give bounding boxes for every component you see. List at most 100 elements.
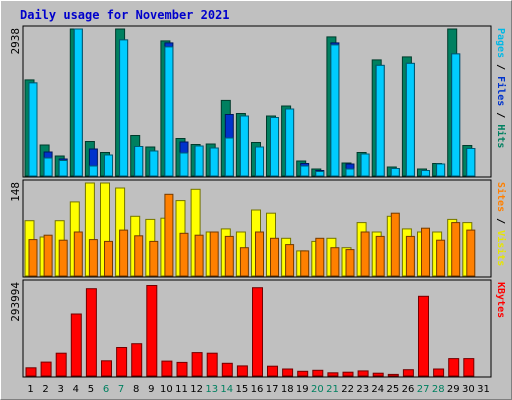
bar-pages (104, 154, 113, 177)
bar-sites (315, 237, 325, 277)
bar-pages (300, 165, 310, 177)
bar-kbytes (252, 287, 263, 377)
panel-axis-label: Pages / Files / Hits (495, 28, 507, 148)
bar-sites (209, 231, 219, 277)
bar-kbytes (40, 361, 52, 377)
bar-kbytes (236, 365, 248, 377)
bar-pages (149, 150, 159, 177)
bar-kbytes (267, 365, 278, 377)
bar-sites (164, 193, 174, 277)
bar-kbytes (70, 313, 82, 377)
bar-sites (134, 235, 144, 277)
bar-kbytes (342, 371, 354, 377)
bar-pages (224, 137, 234, 177)
bar-sites (451, 222, 461, 277)
x-tick-label: 1 (27, 384, 33, 395)
x-tick-label: 30 (462, 384, 475, 395)
x-tick-label: 16 (251, 384, 264, 395)
bar-pages (315, 171, 325, 177)
bar-pages (194, 145, 204, 177)
bar-pages (255, 146, 264, 177)
axis-label-segment: Hits (495, 124, 507, 148)
bar-pages (330, 44, 340, 177)
panel-axis-label: KBytes (495, 282, 506, 318)
bar-pages (345, 168, 355, 177)
axis-label-segment: / (495, 106, 506, 124)
bar-sites (300, 250, 310, 277)
bar-sites (360, 231, 370, 277)
bar-sites (73, 231, 83, 277)
bar-pages (390, 168, 400, 177)
bar-sites (239, 247, 249, 277)
x-tick-label: 17 (266, 384, 279, 395)
bar-kbytes (206, 352, 218, 377)
bar-kbytes (312, 369, 324, 377)
panel-axis-label: Sites / Visits (495, 182, 507, 266)
bar-sites (270, 237, 279, 277)
bar-sites (345, 249, 355, 277)
bar-sites (436, 239, 446, 277)
bar-pages (375, 64, 385, 177)
bar-kbytes (161, 360, 173, 377)
bar-sites (224, 235, 234, 277)
axis-label-segment: KBytes (495, 282, 506, 318)
bar-pages (436, 163, 446, 177)
x-tick-label: 28 (432, 384, 445, 395)
panel-ymax-label: 148 (9, 182, 22, 202)
bar-pages (73, 28, 83, 177)
axis-label-segment: Visits (495, 230, 507, 266)
x-tick-label: 13 (205, 384, 218, 395)
x-tick-label: 3 (58, 384, 64, 395)
axis-label-segment: Files (495, 76, 507, 106)
bar-sites (119, 229, 129, 277)
bar-pages (466, 148, 476, 177)
bar-kbytes (101, 360, 112, 377)
x-tick-label: 29 (447, 384, 460, 395)
bar-sites (466, 229, 476, 277)
bar-pages (179, 152, 189, 177)
x-tick-label: 20 (311, 384, 324, 395)
bar-kbytes (282, 368, 294, 377)
bar-sites (179, 232, 189, 277)
bar-kbytes (116, 347, 128, 377)
x-tick-label: 12 (190, 384, 203, 395)
x-tick-label: 9 (148, 384, 154, 395)
x-tick-label: 10 (160, 384, 173, 395)
bar-pages (451, 53, 461, 177)
bar-pages (239, 115, 249, 177)
bar-pages (28, 82, 38, 177)
bar-sites (194, 234, 204, 277)
bar-kbytes (372, 372, 384, 377)
bar-sites (149, 240, 159, 277)
bar-kbytes (357, 370, 369, 377)
bar-kbytes (297, 370, 309, 377)
x-tick-label: 6 (103, 384, 109, 395)
bar-kbytes (131, 343, 143, 377)
bar-pages (421, 170, 430, 177)
bar-sites (375, 235, 385, 277)
bar-kbytes (55, 352, 67, 377)
bar-sites (285, 244, 295, 277)
axis-label-segment: / (495, 58, 506, 76)
axis-label-segment: / (495, 212, 506, 230)
bar-sites (43, 234, 53, 277)
bar-pages (285, 108, 295, 177)
x-tick-label: 21 (326, 384, 339, 395)
bar-kbytes (463, 358, 475, 377)
x-tick-label: 26 (402, 384, 415, 395)
axis-label-segment: Pages (495, 28, 506, 58)
bar-kbytes (176, 361, 188, 377)
bar-pages (360, 153, 370, 177)
x-tick-label: 8 (133, 384, 139, 395)
x-tick-label: 19 (296, 384, 309, 395)
bar-kbytes (221, 362, 233, 377)
bar-kbytes (433, 368, 445, 377)
bar-pages (134, 146, 144, 177)
bar-pages (58, 160, 68, 177)
panel-ymax-label: 293994 (9, 282, 22, 322)
bar-sites (390, 212, 400, 277)
bar-sites (104, 240, 113, 277)
bar-sites (421, 227, 430, 277)
x-tick-label: 7 (118, 384, 124, 395)
bar-kbytes (387, 373, 399, 377)
